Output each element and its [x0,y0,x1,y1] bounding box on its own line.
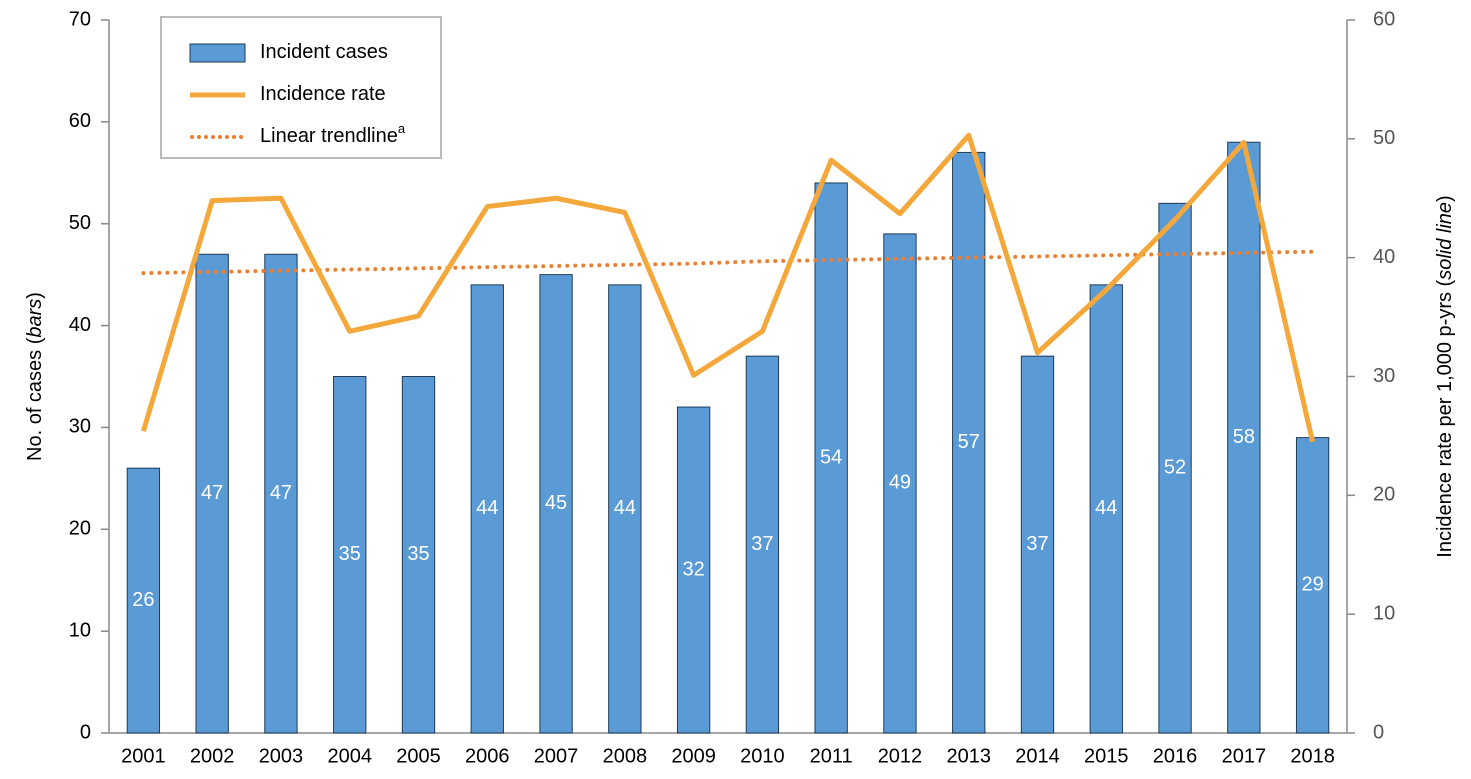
bar [195,253,229,734]
bar [676,406,711,734]
legend-label: Incidence rate [260,83,386,105]
bar [1089,284,1123,734]
y2-tick-label: 30 [1373,365,1395,387]
x-tick-label: 2009 [671,745,716,767]
x-tick-label: 2017 [1222,745,1267,767]
bar-value-label: 32 [682,558,704,580]
bar-value-label: 57 [958,431,980,453]
x-tick-label: 2007 [534,745,579,767]
bar-value-label: 44 [1095,497,1117,519]
bar-value-label: 26 [132,589,154,611]
legend-swatch [189,43,246,63]
y-axis-label-part: ) [24,292,46,299]
bar [401,376,436,734]
x-tick-label: 2012 [878,745,923,767]
bar-value-label: 58 [1233,426,1255,448]
x-tick-label: 2010 [740,745,785,767]
bar-value-label: 54 [820,446,842,468]
bar [1020,355,1055,734]
bar [1227,141,1261,734]
y2-tick-label: 10 [1373,602,1395,624]
y-tick-label: 30 [69,416,91,438]
bar [470,284,504,734]
x-tick-label: 2018 [1290,745,1335,767]
y2-axis-label-part: ) [1434,195,1456,202]
y-tick-label: 10 [69,619,91,641]
y2-tick-label: 20 [1373,484,1395,506]
x-tick-label: 2004 [327,745,372,767]
x-tick-label: 2013 [946,745,991,767]
bar [1295,437,1330,734]
y2-tick-label: 0 [1373,721,1384,743]
y2-axis-label: Incidence rate per 1,000 p-yrs (solid li… [1434,195,1456,557]
legend-superscript: a [398,121,406,136]
bar-value-label: 37 [751,533,773,555]
y-axis-label-part: bars [24,299,46,338]
x-tick-label: 2011 [810,745,853,767]
legend-label-text: Incident cases [260,41,388,63]
bar [952,151,986,734]
bar [883,233,917,734]
y-axis-label-part: No. of cases ( [24,337,46,461]
bar [1158,202,1192,734]
bar [126,467,161,734]
bar-value-label: 49 [889,472,911,494]
y2-tick-label: 60 [1373,8,1395,30]
y-axis-label: No. of cases (bars) [24,292,46,461]
x-tick-label: 2001 [121,745,166,767]
bar [814,182,848,734]
legend-box [160,16,442,159]
bar-value-label: 37 [1026,533,1048,555]
bar-value-label: 47 [201,482,223,504]
bar-value-label: 52 [1164,456,1186,478]
bar [608,284,642,734]
x-tick-label: 2016 [1153,745,1198,767]
x-tick-label: 2015 [1084,745,1129,767]
x-tick-label: 2006 [465,745,510,767]
bar-value-label: 35 [339,543,361,565]
x-tick-label: 2005 [396,745,441,767]
y-tick-label: 0 [80,721,91,743]
y2-axis-label-part: solid line [1434,202,1456,280]
x-tick-label: 2002 [190,745,235,767]
y-tick-label: 40 [69,314,91,336]
x-tick-label: 2003 [259,745,304,767]
bar [745,355,780,734]
bar [264,253,298,734]
trend-line [141,249,1315,276]
x-tick-label: 2014 [1015,745,1060,767]
y2-tick-label: 50 [1373,127,1395,149]
bar-value-label: 45 [545,492,567,514]
rate-line [140,132,1316,443]
bar-value-label: 35 [407,543,429,565]
y-tick-label: 60 [69,110,91,132]
bar-value-label: 47 [270,482,292,504]
y-tick-label: 50 [69,212,91,234]
bar-value-label: 44 [614,497,636,519]
legend-label: Linear trendlinea [260,121,406,147]
bar [333,376,367,734]
bar [539,274,573,734]
y2-axis-label-part: Incidence rate per 1,000 p-yrs ( [1434,279,1456,557]
bar-value-label: 44 [476,497,498,519]
y2-tick-label: 40 [1373,246,1395,268]
legend-label-text: Incidence rate [260,83,386,105]
x-tick-label: 2008 [603,745,648,767]
legend-label-text: Linear trendline [260,125,398,147]
bar-value-label: 29 [1301,574,1323,596]
legend-label: Incident cases [260,41,388,63]
y-tick-label: 20 [69,518,91,540]
y-tick-label: 70 [69,8,91,30]
